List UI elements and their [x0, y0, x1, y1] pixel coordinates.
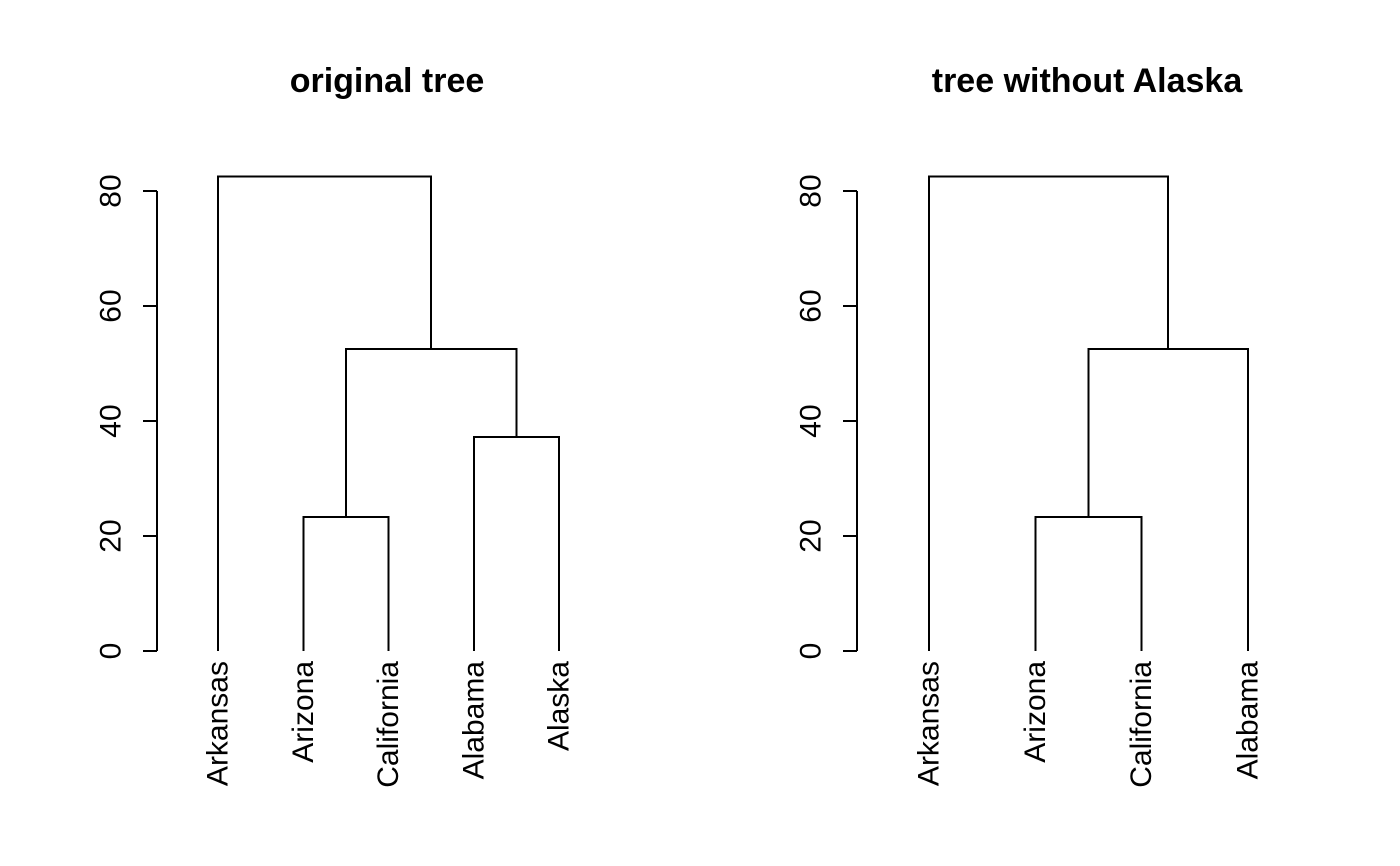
dendrogram-panel-without-alaska: tree without Alaska 0 20 40 60 80 Arkansas Ari… — [795, 62, 1265, 788]
leaf-label: Alabama — [457, 661, 490, 780]
leaf-label: California — [372, 661, 405, 788]
leaf-label: Alaska — [543, 661, 576, 751]
y-tick-label: 40 — [795, 404, 828, 437]
y-tick-label: 60 — [95, 289, 128, 322]
leaf-label: California — [1125, 661, 1158, 788]
leaf-label: Arkansas — [913, 661, 946, 786]
y-tick-label: 80 — [795, 174, 828, 207]
dendrogram-branch — [472, 436, 560, 651]
leaf-label: Arizona — [287, 661, 320, 763]
panel-title: tree without Alaska — [932, 62, 1244, 100]
y-tick-label: 60 — [795, 289, 828, 322]
y-tick-label: 0 — [795, 643, 828, 660]
dendrogram-branch — [928, 175, 1170, 651]
panel-title: original tree — [290, 62, 485, 100]
dendrogram-branch — [302, 516, 390, 651]
dendrogram-branch — [1034, 516, 1143, 651]
leaf-label: Alabama — [1231, 661, 1264, 780]
leaf-label: Arizona — [1019, 661, 1052, 763]
y-tick-label: 20 — [95, 519, 128, 552]
leaf-label: Arkansas — [202, 661, 235, 786]
y-tick-label: 20 — [795, 519, 828, 552]
y-tick-label: 40 — [95, 404, 128, 437]
dendrogram-branch — [1087, 348, 1249, 651]
dendrogram-branch — [217, 175, 433, 651]
y-tick-label: 0 — [95, 643, 128, 660]
dendrogram-panel-original: original tree 0 20 40 60 80 Arkansas Arizona Ca… — [95, 62, 576, 788]
dendrogram-branch — [344, 348, 518, 518]
y-tick-label: 80 — [95, 174, 128, 207]
